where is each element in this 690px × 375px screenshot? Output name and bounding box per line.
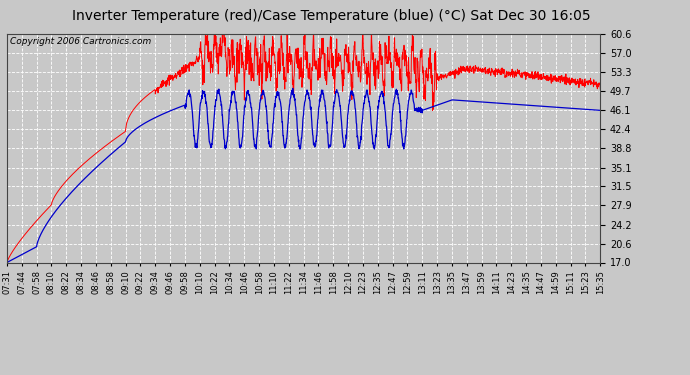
Text: Inverter Temperature (red)/Case Temperature (blue) (°C) Sat Dec 30 16:05: Inverter Temperature (red)/Case Temperat…	[72, 9, 591, 23]
Text: Copyright 2006 Cartronics.com: Copyright 2006 Cartronics.com	[10, 37, 151, 46]
